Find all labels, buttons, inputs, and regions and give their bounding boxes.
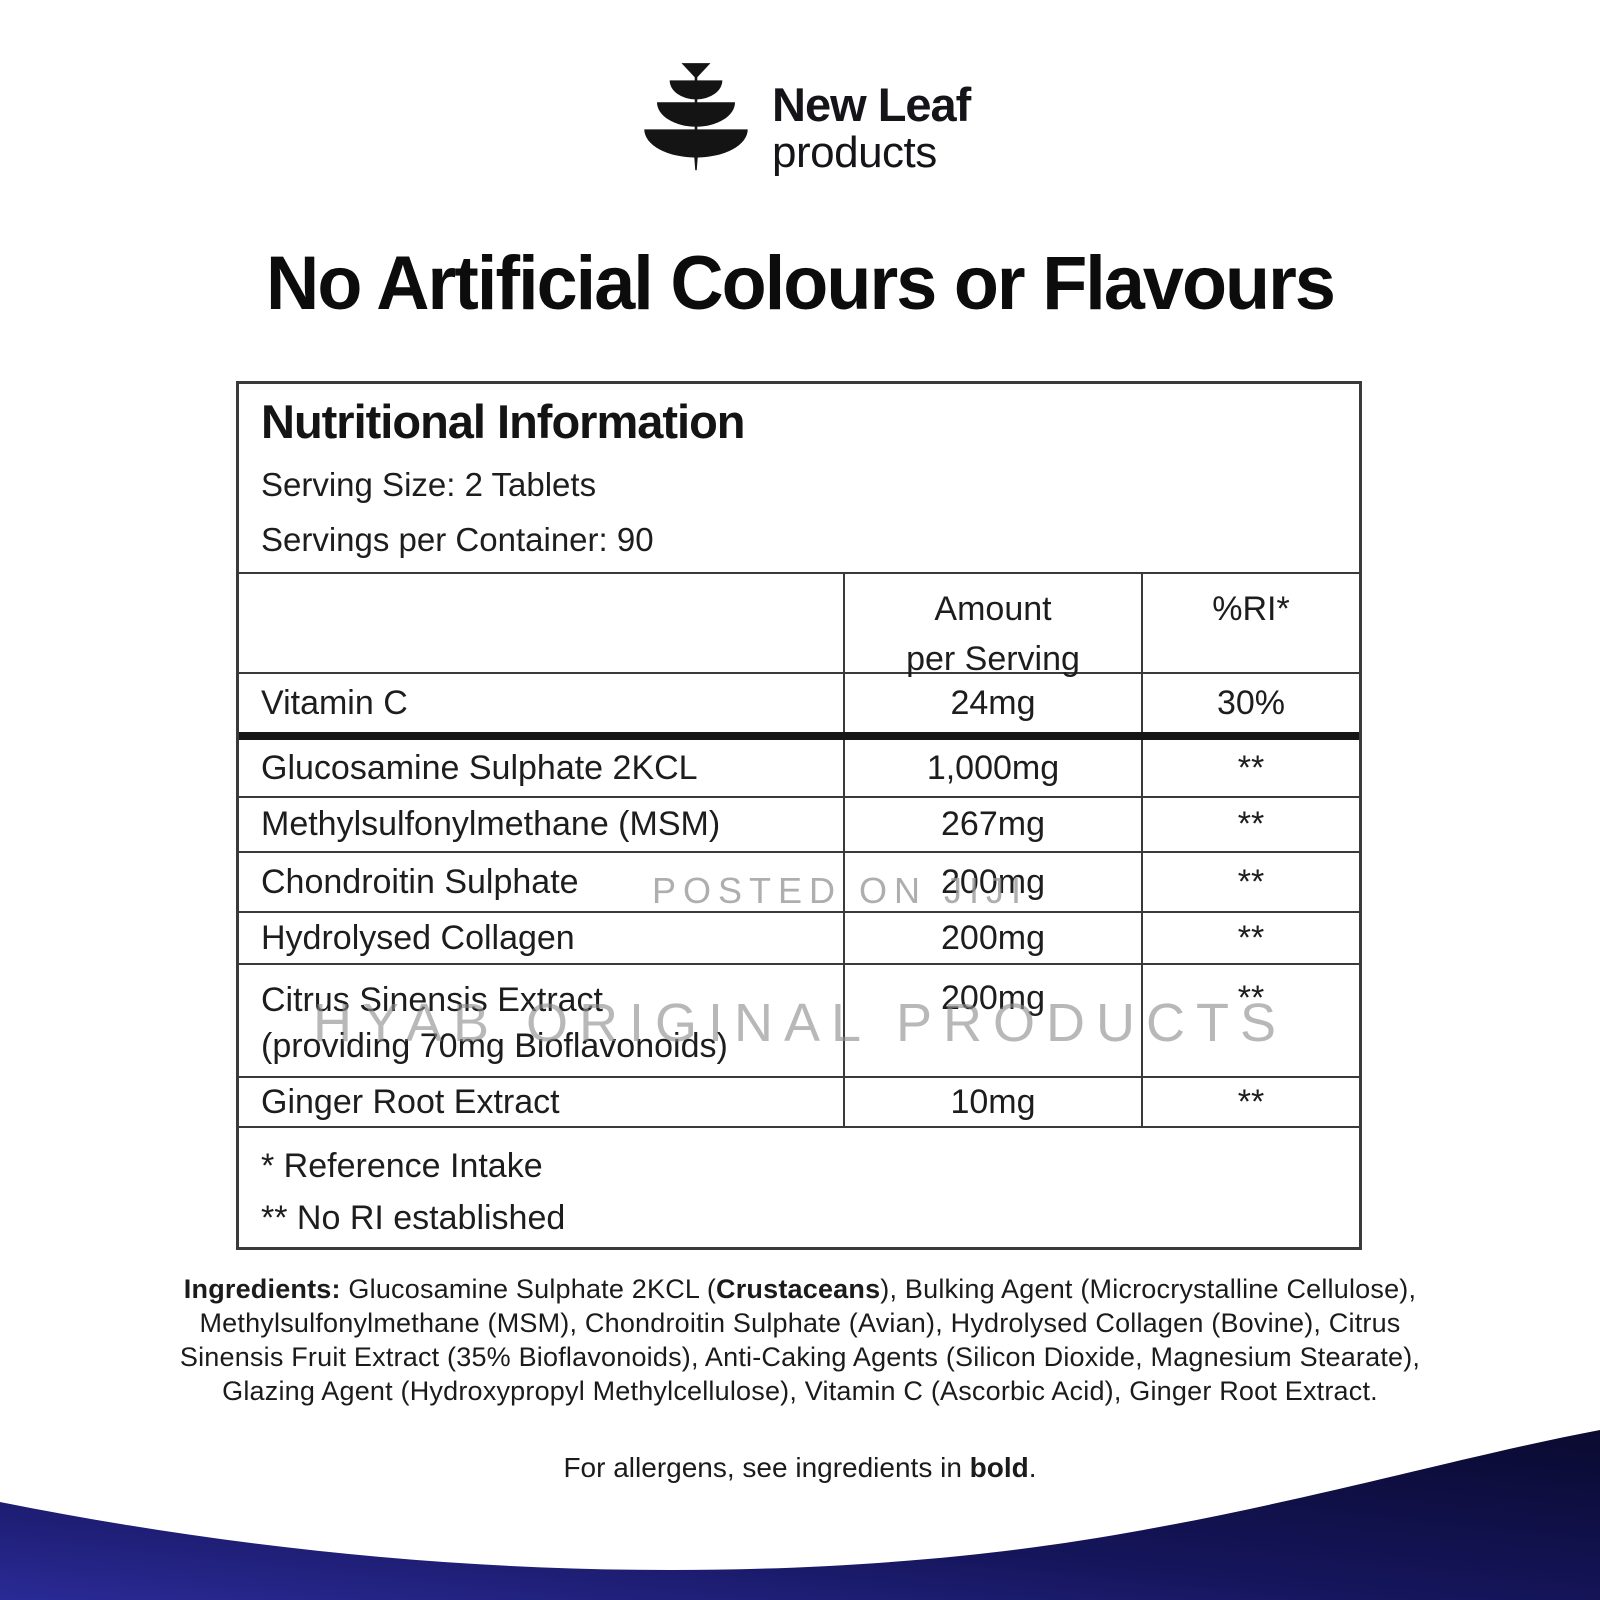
nutrient-name: Chondroitin Sulphate [261, 862, 579, 901]
nutrient-amount: 200mg [843, 913, 1141, 963]
nutrient-name: Citrus Sinensis Extract [261, 981, 603, 1019]
nutrition-title: Nutritional Information [261, 395, 746, 448]
ingredients-line: Glazing Agent (Hydroxypropyl Methylcellu… [222, 1376, 1378, 1406]
nutrient-ri: ** [1141, 798, 1359, 851]
header-amount-cell: Amount per Serving [843, 574, 1141, 678]
table-row: Ginger Root Extract 10mg ** [239, 1076, 1359, 1126]
table-row: Chondroitin Sulphate 200mg ** [239, 851, 1359, 911]
ingredients-line: Sinensis Fruit Extract (35% Bioflavonoid… [179, 1342, 1421, 1372]
table-row: Citrus Sinensis Extract (providing 70mg … [239, 963, 1359, 1076]
nutrient-amount: 10mg [843, 1078, 1141, 1126]
ingredients-line: Methylsulfonylmethane (MSM), Chondroitin… [199, 1308, 1401, 1338]
nutrient-ri: ** [1141, 853, 1359, 911]
nutrient-ri: 30% [1141, 674, 1359, 732]
header-amount-line2: per Serving [906, 640, 1080, 678]
table-row: Vitamin C 24mg 30% [239, 672, 1359, 732]
brand-logo-text: New Leaf products [772, 78, 971, 177]
nutrient-name: Ginger Root Extract [261, 1082, 560, 1121]
table-header-row: Amount per Serving %RI* [239, 572, 1359, 678]
nutrient-amount: 200mg [843, 965, 1141, 1076]
table-footnotes: * Reference Intake ** No RI established [239, 1126, 1359, 1247]
bottom-curve-band [0, 1430, 1600, 1600]
serving-size: Serving Size: 2 Tablets [261, 466, 597, 503]
page-title: No Artificial Colours or Flavours [266, 241, 1336, 326]
table-row: Methylsulfonylmethane (MSM) 267mg ** [239, 796, 1359, 851]
header-ri-label: %RI* [1212, 590, 1290, 628]
nutrient-amount: 200mg [843, 853, 1141, 911]
nutrient-ri: ** [1141, 740, 1359, 796]
thick-divider [239, 732, 1359, 740]
header-amount-line1: Amount [934, 590, 1052, 628]
footnote-reference-intake: * Reference Intake [261, 1147, 543, 1185]
brand-subname: products [772, 128, 937, 177]
nutrient-ri: ** [1141, 913, 1359, 963]
new-leaf-tree-icon [644, 63, 748, 171]
brand-name: New Leaf [772, 78, 971, 131]
nutrient-amount: 24mg [843, 674, 1141, 732]
nutrient-amount: 267mg [843, 798, 1141, 851]
ingredients-paragraph: Ingredients: Glucosamine Sulphate 2KCL (… [70, 1272, 1530, 1408]
header-blank-cell [239, 574, 843, 672]
watermark-hyab: HYAB ORIGINAL PRODUCTS [312, 993, 1288, 1053]
nutrition-info-header: Nutritional Information Serving Size: 2 … [239, 384, 1359, 572]
nutrient-amount: 1,000mg [843, 740, 1141, 796]
brand-logo: New Leaf products [636, 55, 971, 177]
nutrient-name: Hydrolysed Collagen [261, 918, 575, 957]
ingredients-line: Ingredients: Glucosamine Sulphate 2KCL (… [183, 1274, 1417, 1304]
nutrient-name-multiline: Citrus Sinensis Extract (providing 70mg … [239, 965, 843, 1076]
watermark-posted-on-jiji: POSTED ON JIJI [651, 870, 1029, 911]
table-row: Hydrolysed Collagen 200mg ** [239, 911, 1359, 963]
nutrient-name: Glucosamine Sulphate 2KCL [261, 748, 698, 787]
nutrient-name-detail: (providing 70mg Bioflavonoids) [261, 1027, 728, 1065]
nutrient-name: Methylsulfonylmethane (MSM) [261, 805, 721, 843]
footnote-no-ri: ** No RI established [261, 1199, 566, 1237]
header-ri-cell: %RI* [1141, 574, 1359, 672]
allergens-note: For allergens, see ingredients in bold. [563, 1452, 1037, 1483]
nutrient-ri: ** [1141, 965, 1359, 1076]
servings-per-container: Servings per Container: 90 [261, 521, 654, 558]
nutrient-name: Vitamin C [261, 683, 408, 722]
table-row: Glucosamine Sulphate 2KCL 1,000mg ** [239, 740, 1359, 796]
nutrition-table: Nutritional Information Serving Size: 2 … [236, 381, 1362, 1250]
nutrient-ri: ** [1141, 1078, 1359, 1126]
